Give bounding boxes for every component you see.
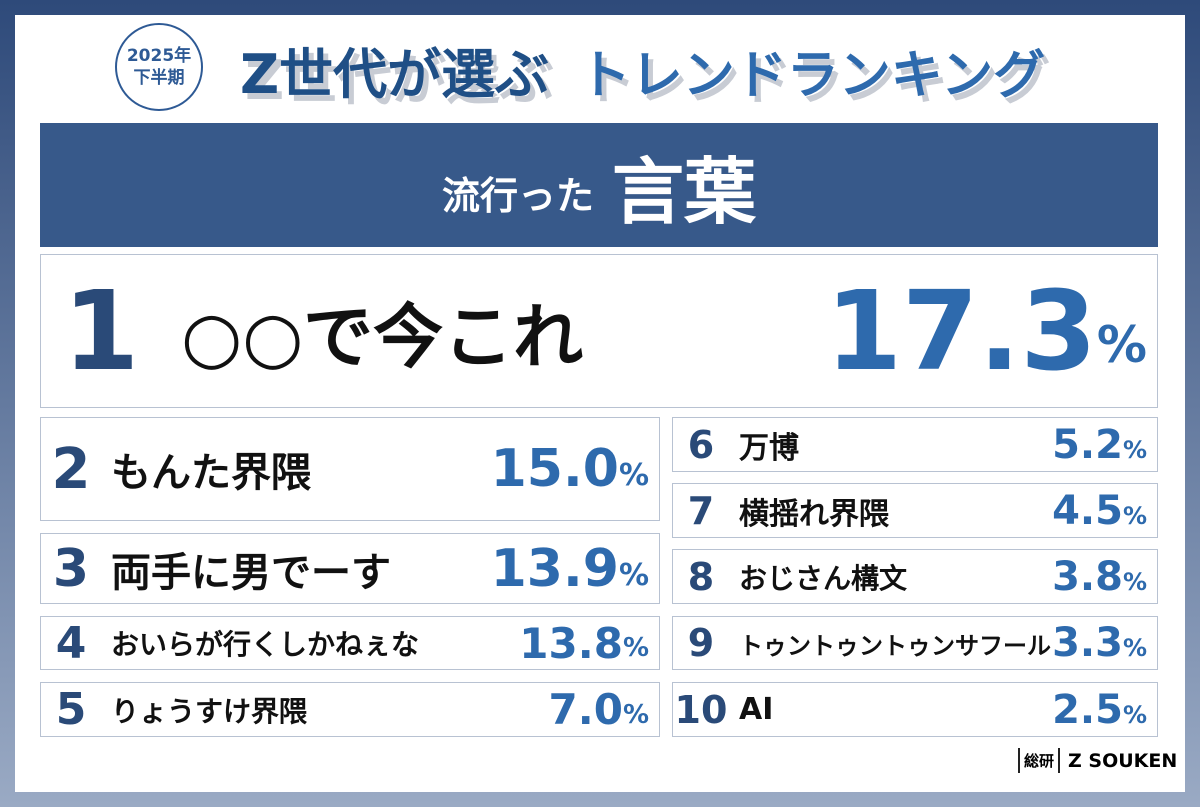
ranking-item: 6 万博 5.2%: [672, 417, 1158, 472]
item-name: おいらが行くしかねぇな: [111, 628, 420, 661]
unit: %: [622, 699, 649, 730]
unit: %: [1096, 315, 1147, 374]
item-name: ○○で今これ: [181, 295, 584, 378]
rank: 5: [55, 684, 87, 735]
item-value: 3.3: [1052, 620, 1123, 666]
unit: %: [1122, 435, 1147, 464]
item-name: AI: [739, 692, 774, 727]
rank: 3: [52, 538, 90, 599]
item-value: 13.9: [490, 538, 619, 599]
rank: 4: [55, 617, 87, 669]
rank: 7: [687, 488, 715, 533]
unit: %: [1122, 501, 1147, 530]
rank: 1: [62, 267, 140, 395]
unit: %: [1122, 700, 1147, 729]
badge-half: 下半期: [133, 68, 185, 88]
title-main: Z世代が選ぶ: [240, 43, 550, 106]
item-name: もんた界隈: [111, 450, 311, 496]
item-value: 5.2: [1052, 421, 1123, 468]
ranking-item: 7 横揺れ界隈 4.5%: [672, 483, 1158, 538]
item-value: 17.3: [825, 267, 1097, 395]
banner-small: 流行った: [441, 173, 594, 218]
badge: 2025年 下半期: [115, 23, 203, 111]
item-name: おじさん構文: [739, 561, 908, 595]
unit: %: [622, 633, 649, 664]
rank: 2: [51, 436, 91, 502]
item-name: 横揺れ界隈: [739, 496, 889, 532]
rank: 6: [687, 422, 715, 467]
ranking-item: 9 トゥントゥントゥンサフール 3.3%: [672, 616, 1158, 670]
unit: %: [618, 458, 649, 493]
rank: 8: [687, 554, 715, 599]
rank: 9: [687, 621, 715, 665]
item-value: 4.5: [1052, 487, 1123, 534]
ranking-item: 4 おいらが行くしかねぇな 13.8%: [40, 616, 660, 670]
item-name: 両手に男でーす: [111, 549, 391, 596]
banner: 流行った 言葉: [40, 123, 1158, 247]
item-name: トゥントゥントゥンサフール: [739, 631, 1051, 660]
rank: 10: [674, 687, 728, 732]
unit: %: [618, 557, 649, 593]
unit: %: [1122, 634, 1147, 662]
item-value: 15.0: [490, 439, 619, 499]
item-name: りょうすけ界隈: [111, 694, 308, 728]
title: Z世代が選ぶ トレンドランキング: [240, 30, 1045, 109]
ranking-item: 8 おじさん構文 3.8%: [672, 549, 1158, 604]
ranking-item: 3 両手に男でーす 13.9%: [40, 533, 660, 604]
ranking-item: 5 りょうすけ界隈 7.0%: [40, 682, 660, 737]
logo-name: Z SOUKEN: [1068, 749, 1178, 772]
logo: 総研 Z SOUKEN: [1018, 748, 1177, 773]
item-value: 13.8: [519, 618, 623, 668]
item-name: 万博: [739, 430, 799, 466]
title-sub: トレンドランキング: [578, 46, 1046, 106]
ranking-item: 2 もんた界隈 15.0%: [40, 417, 660, 521]
ranking-item: 10 AI 2.5%: [672, 682, 1158, 737]
item-value: 3.8: [1052, 553, 1123, 600]
ranking-item: 1 ○○で今これ 17.3%: [40, 254, 1158, 408]
logo-mark: 総研: [1018, 748, 1061, 773]
item-value: 2.5: [1052, 686, 1123, 733]
badge-year: 2025年: [126, 46, 192, 66]
unit: %: [1122, 567, 1147, 596]
banner-large: 言葉: [612, 149, 757, 234]
item-value: 7.0: [548, 685, 623, 734]
